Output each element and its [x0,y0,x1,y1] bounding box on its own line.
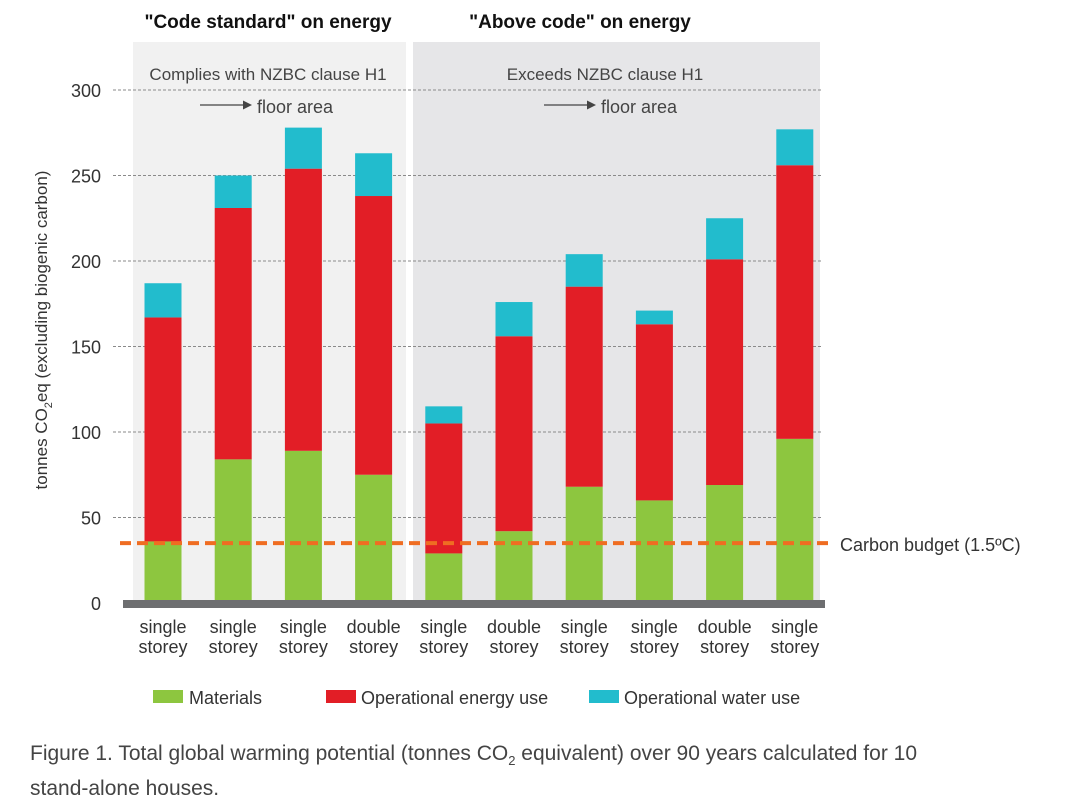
legend-label: Operational water use [624,688,800,708]
y-tick-label: 100 [71,423,101,443]
legend-label: Operational energy use [361,688,548,708]
y-tick-label: 200 [71,252,101,272]
x-tick-label-line2: storey [630,637,679,657]
bar-segment-operational-water-use [495,302,533,337]
x-tick-label-line1: single [631,617,678,637]
y-tick-label: 0 [91,594,101,614]
bar-segment-operational-water-use [635,310,673,325]
x-tick-label-line2: storey [209,637,258,657]
caption-text-end: equivalent) over 90 years calculated for… [30,742,918,801]
bar-segment-operational-water-use [284,127,322,169]
x-tick-label-line2: storey [419,637,468,657]
bar-segment-materials [635,500,673,603]
floor-area-label: floor area [601,97,678,117]
bar-segment-operational-water-use [355,153,393,197]
legend-swatch [153,690,183,703]
x-tick-label-line1: double [698,617,752,637]
bar-segment-materials [284,450,322,603]
y-tick-label: 250 [71,167,101,187]
floor-area-arrow-head [587,100,596,110]
bar-segment-operational-energy-use [635,324,673,501]
x-tick-label-line1: single [420,617,467,637]
x-tick-label-line1: single [561,617,608,637]
bar-segment-materials [214,459,252,603]
bar-segment-operational-water-use [214,175,252,208]
legend-label: Materials [189,688,262,708]
caption-text: Figure 1. Total global warming potential… [30,742,509,765]
group-subtitle: Exceeds NZBC clause H1 [507,65,704,84]
panel-above-code [413,42,820,603]
x-tick-label-line1: double [347,617,401,637]
group-title: "Code standard" on energy [144,12,392,33]
group-subtitle: Complies with NZBC clause H1 [149,65,386,84]
bar-segment-operational-energy-use [565,286,603,487]
bar-segment-materials [144,541,182,603]
bar-segment-materials [776,438,814,603]
group-title: "Above code" on energy [469,12,691,33]
bar-segment-operational-water-use [565,254,603,287]
x-tick-label-line2: storey [349,637,398,657]
y-axis-label: tonnes CO2eq (excluding biogenic carbon) [32,171,55,490]
bar-segment-operational-energy-use [776,165,814,439]
bar-segment-operational-energy-use [425,423,463,554]
y-tick-label: 300 [71,81,101,101]
x-tick-label-line1: single [280,617,327,637]
bar-segment-operational-energy-use [144,317,182,542]
stacked-bar-chart: 0 50 100 150 200 250 300 tonnes CO2eq (excludin… [32,12,1021,708]
y-tick-label: 150 [71,338,101,358]
x-tick-label-line1: double [487,617,541,637]
bar-segment-operational-water-use [144,283,182,318]
x-tick-label-line2: storey [279,637,328,657]
bar-segment-materials [355,474,393,603]
x-tick-label-line1: single [139,617,186,637]
bar-segment-operational-water-use [425,406,463,424]
x-tick-label-line1: single [210,617,257,637]
y-tick-label: 50 [81,509,101,529]
x-tick-label-line2: storey [489,637,538,657]
legend-swatch [589,690,619,703]
legend-swatch [326,690,356,703]
bar-segment-operational-water-use [706,218,744,260]
figure-caption: Figure 1. Total global warming potential… [30,740,930,803]
bar-segment-operational-energy-use [495,336,533,532]
carbon-budget-label: Carbon budget (1.5ºC) [840,535,1021,555]
bar-segment-materials [425,553,463,603]
bar-segment-operational-energy-use [706,259,744,486]
x-tick-label-line2: storey [700,637,749,657]
bar-segment-operational-energy-use [214,207,252,460]
x-tick-label-line2: storey [770,637,819,657]
x-tick-label-line2: storey [138,637,187,657]
floor-area-arrow-head [243,100,252,110]
x-tick-label-line1: single [771,617,818,637]
floor-area-label: floor area [257,97,334,117]
bar-segment-operational-energy-use [355,196,393,475]
caption-subscript: 2 [508,753,516,769]
bar-segment-operational-water-use [776,129,814,166]
bar-segment-operational-energy-use [284,168,322,451]
x-tick-label-line2: storey [560,637,609,657]
